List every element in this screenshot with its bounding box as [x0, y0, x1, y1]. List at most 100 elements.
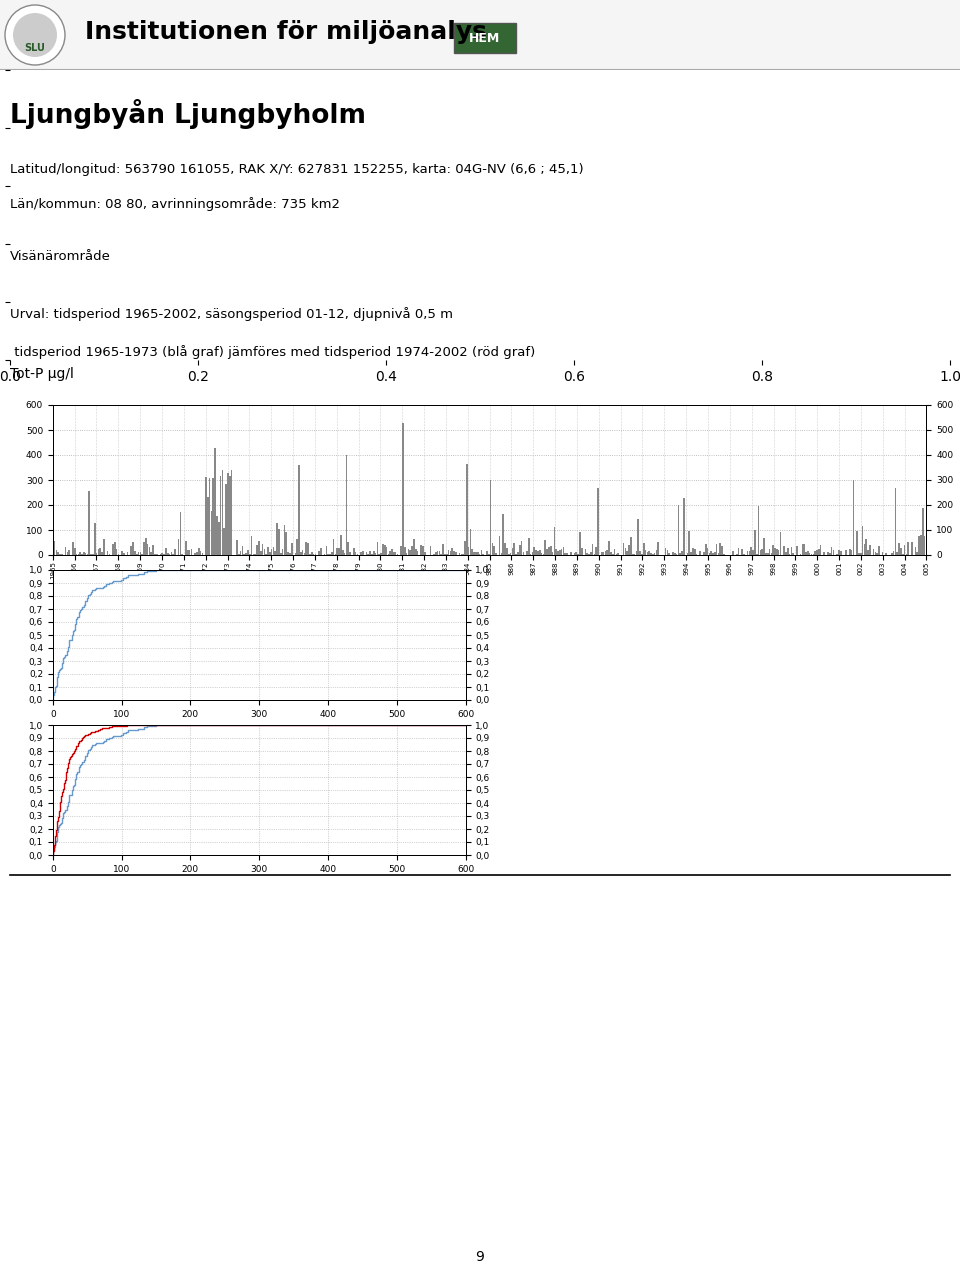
Bar — [548, 547, 550, 555]
Bar — [917, 552, 918, 555]
Bar — [581, 548, 583, 555]
Bar — [455, 552, 457, 555]
Bar — [406, 553, 407, 555]
Bar — [283, 524, 285, 555]
Bar — [299, 464, 300, 555]
Bar — [658, 542, 660, 555]
Bar — [708, 553, 710, 555]
FancyBboxPatch shape — [454, 23, 516, 53]
Bar — [613, 550, 615, 555]
Bar — [864, 544, 865, 555]
Bar — [311, 552, 313, 555]
Bar — [424, 552, 425, 555]
Bar — [453, 551, 455, 555]
Circle shape — [13, 13, 57, 57]
Bar — [338, 548, 340, 555]
Bar — [471, 550, 473, 555]
Bar — [362, 551, 364, 555]
Bar — [374, 553, 376, 555]
Bar — [174, 550, 176, 555]
Bar — [753, 550, 754, 555]
Bar — [413, 539, 415, 555]
Bar — [522, 552, 524, 555]
Bar — [289, 553, 291, 555]
Bar — [719, 543, 721, 555]
Bar — [147, 544, 149, 555]
Bar — [267, 547, 269, 555]
Text: Tot-P µg/l: Tot-P µg/l — [10, 368, 74, 382]
Bar — [251, 537, 252, 555]
Bar — [159, 553, 161, 555]
Bar — [222, 469, 224, 555]
Bar — [404, 547, 406, 555]
Bar — [566, 553, 568, 555]
Circle shape — [5, 5, 65, 65]
Bar — [907, 542, 909, 555]
Bar — [783, 546, 785, 555]
Bar — [376, 542, 378, 555]
Bar — [804, 543, 805, 555]
Text: SLU: SLU — [25, 43, 45, 53]
Bar — [153, 546, 154, 555]
Bar — [869, 544, 871, 555]
Bar — [900, 548, 901, 555]
Bar — [518, 544, 520, 555]
Bar — [672, 552, 674, 555]
Bar — [846, 551, 847, 555]
Bar — [101, 552, 103, 555]
Bar — [100, 548, 101, 555]
Bar — [570, 552, 571, 555]
Bar — [674, 552, 676, 555]
Bar — [202, 553, 204, 555]
Bar — [648, 552, 650, 555]
Bar — [486, 551, 488, 555]
Bar — [590, 552, 591, 555]
Bar — [656, 550, 658, 555]
Text: Latitud/longitud: 563790 161055, RAK X/Y: 627831 152255, karta: 04G-NV (6,6 ; 45: Latitud/longitud: 563790 161055, RAK X/Y… — [10, 163, 584, 176]
Bar — [736, 553, 737, 555]
Bar — [678, 505, 679, 555]
Bar — [694, 550, 696, 555]
Bar — [814, 551, 816, 555]
Bar — [178, 539, 180, 555]
Bar — [319, 552, 320, 555]
Bar — [214, 448, 216, 555]
Bar — [716, 544, 717, 555]
Bar — [747, 551, 749, 555]
Text: Län/kommun: 08 80, avrinningsområde: 735 km2: Län/kommun: 08 80, avrinningsområde: 735… — [10, 197, 340, 211]
Bar — [605, 551, 606, 555]
Bar — [637, 519, 639, 555]
Bar — [103, 539, 105, 555]
Bar — [612, 553, 613, 555]
Bar — [366, 552, 368, 555]
Bar — [771, 553, 772, 555]
Bar — [532, 552, 533, 555]
Bar — [226, 485, 227, 555]
Text: Visänärområde: Visänärområde — [10, 249, 110, 262]
Bar — [114, 542, 115, 555]
Bar — [301, 551, 303, 555]
Text: Urval: tidsperiod 1965-2002, säsongsperiod 01-12, djupnivå 0,5 m: Urval: tidsperiod 1965-2002, säsongsperi… — [10, 308, 452, 322]
Bar — [824, 552, 825, 555]
Bar — [645, 550, 646, 555]
Bar — [840, 551, 842, 555]
Bar — [778, 550, 780, 555]
Bar — [755, 530, 756, 555]
Bar — [502, 514, 504, 555]
Bar — [282, 548, 283, 555]
Text: Ljungbyån Ljungbyholm: Ljungbyån Ljungbyholm — [10, 99, 366, 128]
Bar — [534, 547, 535, 555]
Bar — [767, 553, 769, 555]
Bar — [449, 551, 451, 555]
Bar — [851, 551, 852, 555]
Bar — [539, 551, 540, 555]
Bar — [749, 551, 751, 555]
Bar — [876, 553, 878, 555]
Bar — [703, 552, 705, 555]
Bar — [83, 552, 84, 555]
Bar — [623, 543, 624, 555]
Bar — [873, 550, 875, 555]
Bar — [856, 530, 858, 555]
Bar — [68, 551, 70, 555]
Bar — [587, 553, 588, 555]
